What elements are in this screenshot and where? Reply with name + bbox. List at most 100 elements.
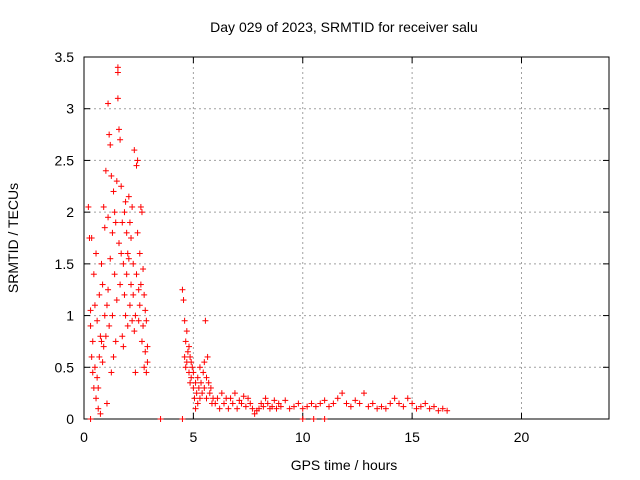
data-point — [123, 271, 130, 278]
data-point — [108, 172, 115, 179]
data-point — [218, 390, 225, 397]
data-point — [105, 214, 112, 221]
data-point — [251, 410, 258, 417]
data-point — [94, 374, 101, 381]
data-point — [183, 328, 190, 335]
y-tick-label: 2 — [66, 204, 74, 220]
data-point — [135, 317, 142, 324]
data-point — [143, 317, 150, 324]
data-point — [193, 390, 200, 397]
data-point — [326, 403, 332, 410]
data-point — [234, 405, 241, 412]
data-point — [184, 348, 191, 355]
data-point — [144, 343, 151, 350]
data-point — [195, 384, 202, 391]
data-point — [121, 209, 128, 216]
data-point — [99, 359, 106, 366]
data-point — [113, 297, 120, 304]
data-point — [304, 403, 311, 410]
data-point — [258, 400, 265, 407]
data-point — [317, 400, 324, 407]
data-point — [112, 338, 119, 345]
y-tick-label: 3.5 — [55, 49, 75, 65]
data-point — [330, 400, 337, 407]
data-point — [188, 359, 195, 366]
data-point — [207, 384, 214, 391]
y-tick-label: 0.5 — [55, 359, 75, 375]
data-point — [417, 403, 424, 410]
data-point — [181, 317, 188, 324]
data-point — [119, 333, 126, 340]
data-point — [117, 281, 124, 288]
data-point — [138, 209, 145, 216]
data-point — [138, 338, 145, 345]
data-point — [245, 395, 252, 402]
data-point — [343, 400, 350, 407]
data-point — [141, 291, 148, 298]
data-point — [205, 379, 212, 386]
data-point — [242, 403, 249, 410]
data-point — [124, 322, 131, 329]
data-point — [312, 403, 319, 410]
data-point — [378, 403, 385, 410]
data-point — [206, 390, 213, 397]
data-point — [93, 250, 100, 257]
data-point — [435, 407, 442, 414]
y-tick-label: 1.5 — [55, 256, 75, 272]
data-point — [126, 302, 133, 309]
data-point — [106, 131, 113, 138]
data-point — [131, 328, 138, 335]
data-point — [310, 416, 317, 422]
data-point — [99, 281, 106, 288]
data-point — [124, 250, 131, 257]
data-point — [382, 405, 389, 412]
data-point — [123, 229, 130, 236]
data-point — [361, 390, 367, 397]
data-point — [204, 353, 211, 360]
data-point — [140, 322, 147, 329]
data-point — [444, 407, 451, 414]
data-point — [231, 390, 238, 397]
data-point — [114, 64, 121, 71]
data-point — [202, 317, 209, 324]
data-point — [133, 162, 140, 169]
data-point — [116, 126, 122, 133]
data-point — [137, 281, 144, 288]
data-point — [117, 136, 124, 143]
data-point — [194, 374, 201, 381]
y-tick-label: 0 — [66, 411, 74, 427]
data-point — [188, 374, 195, 381]
data-point — [201, 384, 208, 391]
data-point — [105, 286, 112, 293]
data-point — [264, 400, 271, 407]
data-point — [182, 338, 189, 345]
data-point — [122, 198, 129, 205]
y-tick-label: 1 — [66, 308, 74, 324]
data-point — [286, 405, 293, 412]
data-point — [106, 322, 113, 329]
data-point — [107, 255, 114, 262]
data-point — [133, 271, 140, 278]
data-point — [112, 219, 119, 226]
data-point — [199, 390, 206, 397]
data-point — [295, 400, 302, 407]
data-point — [95, 405, 102, 412]
data-point — [426, 405, 433, 412]
data-point — [157, 416, 164, 422]
data-point — [132, 312, 139, 319]
data-point — [91, 364, 98, 371]
data-point — [116, 240, 122, 247]
data-point — [387, 400, 394, 407]
data-point — [121, 291, 128, 298]
data-point — [236, 397, 243, 404]
data-point — [91, 302, 98, 309]
data-point — [277, 403, 284, 410]
data-point — [129, 317, 136, 324]
data-point — [100, 343, 107, 350]
data-point — [260, 403, 267, 410]
data-point — [126, 219, 133, 226]
data-point — [321, 416, 328, 422]
data-point — [134, 229, 141, 236]
data-point — [269, 403, 276, 410]
data-point — [201, 359, 208, 366]
